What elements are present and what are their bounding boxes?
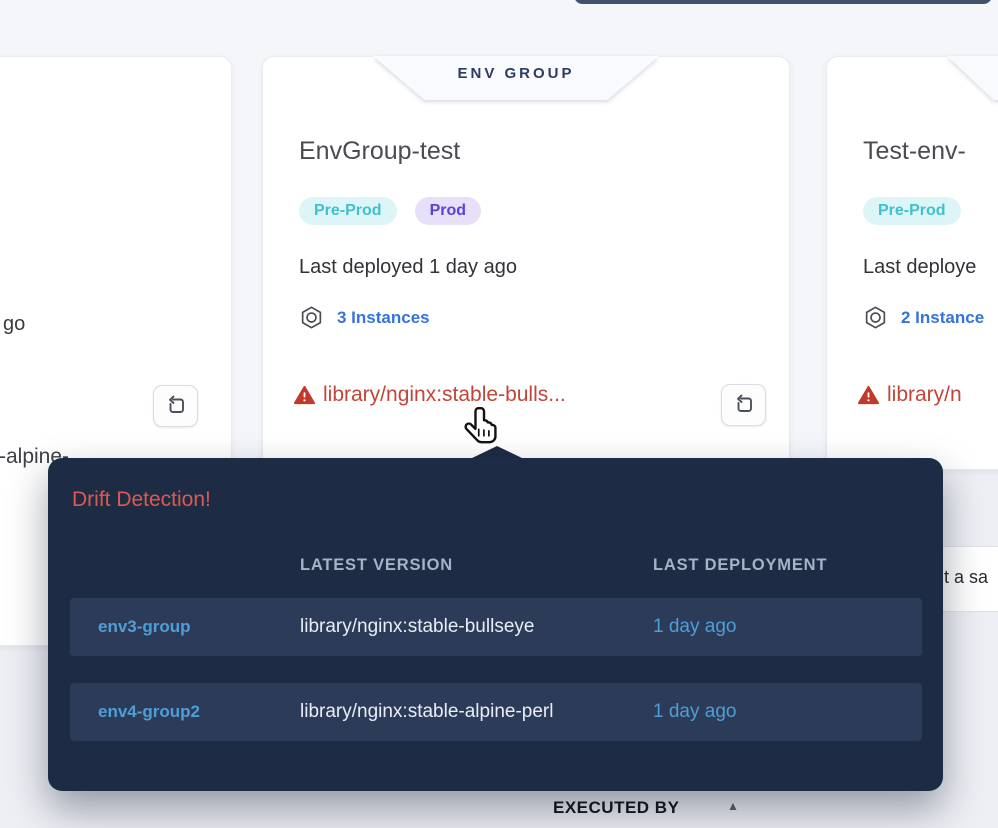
env-group-ribbon: ENV GROUP: [373, 56, 659, 100]
tooltip-title: Drift Detection!: [72, 488, 211, 511]
instances-row[interactable]: 2 Instance: [863, 305, 984, 330]
tag-pre-prod[interactable]: Pre-Prod: [299, 197, 397, 225]
search-bar-fragment[interactable]: [574, 0, 992, 4]
instances-link[interactable]: 2 Instance: [901, 307, 985, 327]
tag-prod[interactable]: Prod: [414, 197, 482, 225]
copy-version-button[interactable]: [153, 385, 198, 427]
version-text[interactable]: library/n: [887, 383, 962, 406]
environment-tags: Pre-Prod: [863, 197, 961, 225]
instances-hexagon-icon: [863, 305, 888, 330]
last-deployed-fragment: go: [3, 313, 26, 335]
executed-by-column-header[interactable]: EXECUTED BY: [553, 798, 680, 817]
env-group-ribbon: [947, 56, 998, 100]
table-row: env4-group2 library/nginx:stable-alpine-…: [70, 683, 922, 741]
instances-hexagon-icon: [299, 305, 324, 330]
tooltip-arrow: [470, 446, 524, 459]
last-deployed-text: Last deployed 1 day ago: [299, 256, 517, 278]
card-title: Test-env-: [863, 137, 966, 165]
table-row-fragment: t a sa: [940, 546, 998, 612]
drift-detection-tooltip: Drift Detection! LATEST VERSION LAST DEP…: [48, 458, 943, 791]
instances-row[interactable]: 3 Instances: [299, 305, 430, 330]
env-group-link[interactable]: env3-group: [98, 617, 191, 636]
warning-icon: [857, 384, 880, 407]
drift-version-row[interactable]: library/n: [857, 383, 962, 407]
latest-version-value: library/nginx:stable-bullseye: [300, 616, 535, 637]
column-header-last-deployment: LAST DEPLOYMENT: [653, 556, 828, 574]
copy-icon: [732, 393, 756, 417]
table-row-fragment-text: t a sa: [944, 567, 989, 587]
copy-version-button[interactable]: [721, 384, 766, 426]
env-group-link[interactable]: env4-group2: [98, 702, 201, 721]
env-group-badge-label: ENV GROUP: [373, 56, 659, 100]
latest-version-value: library/nginx:stable-alpine-perl: [300, 701, 554, 722]
sort-ascending-icon[interactable]: ▲: [727, 799, 739, 813]
drift-version-row[interactable]: library/nginx:stable-bulls...: [293, 383, 566, 407]
env-group-card[interactable]: ENV GROUP EnvGroup-test Pre-Prod Prod La…: [262, 56, 790, 470]
last-deployment-value: 1 day ago: [653, 701, 737, 722]
instances-link[interactable]: 3 Instances: [337, 307, 430, 327]
last-deployment-value: 1 day ago: [653, 616, 737, 637]
copy-icon: [164, 394, 188, 418]
table-row: env3-group library/nginx:stable-bullseye…: [70, 598, 922, 656]
env-group-card-right[interactable]: Test-env- Pre-Prod Last deploye 2 Instan…: [826, 56, 998, 470]
warning-icon: [293, 384, 316, 407]
column-header-latest-version: LATEST VERSION: [300, 556, 453, 574]
version-text[interactable]: library/nginx:stable-bulls...: [323, 383, 566, 406]
card-title: EnvGroup-test: [299, 137, 461, 165]
last-deployed-text: Last deploye: [863, 256, 977, 278]
tag-pre-prod[interactable]: Pre-Prod: [863, 197, 961, 225]
environment-tags: Pre-Prod Prod: [299, 197, 482, 225]
